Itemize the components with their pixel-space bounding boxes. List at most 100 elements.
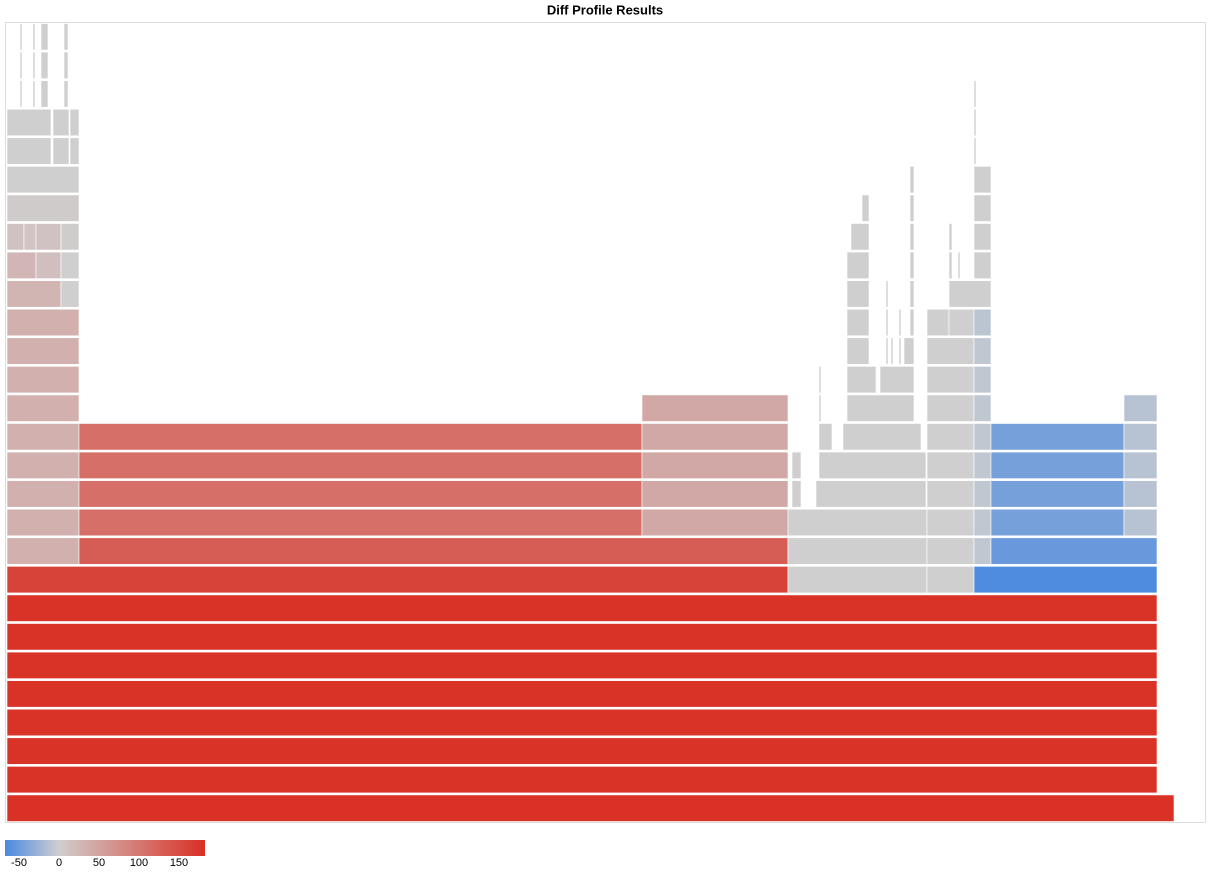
frame [6, 451, 80, 479]
colorbar-tick-label: 100 [130, 857, 148, 869]
frame [23, 223, 37, 251]
frame [641, 451, 789, 479]
frame [6, 251, 37, 279]
frame [909, 280, 915, 308]
frame [909, 223, 915, 251]
colorbar-tick-label: 150 [170, 857, 188, 869]
frame [973, 451, 992, 479]
frame [1123, 451, 1158, 479]
frame [909, 251, 915, 279]
frame [6, 537, 80, 565]
frame [1123, 480, 1158, 508]
frame [78, 423, 643, 451]
frame [78, 480, 643, 508]
frame [787, 508, 928, 537]
frame [885, 337, 889, 365]
frame [909, 308, 915, 337]
frame [973, 394, 992, 422]
frame [973, 537, 992, 565]
frame [6, 566, 789, 594]
frame [60, 223, 80, 251]
frame [846, 366, 877, 394]
frame [69, 108, 80, 137]
frame [6, 594, 1158, 622]
frame [973, 337, 992, 365]
frame [791, 451, 802, 479]
colorbar [5, 840, 205, 856]
frame [818, 423, 833, 451]
frame [818, 451, 927, 479]
frame [973, 508, 992, 537]
frame [898, 337, 902, 365]
frame [78, 508, 643, 537]
frame [641, 508, 789, 537]
frame [990, 451, 1125, 479]
frame [926, 423, 975, 451]
frame [6, 508, 80, 537]
frame [63, 80, 69, 108]
frame [6, 680, 1158, 708]
frame [78, 451, 643, 479]
frame [990, 423, 1125, 451]
frame [898, 308, 902, 337]
frame [52, 137, 70, 165]
frame [909, 166, 915, 194]
frame [60, 251, 80, 279]
frame [6, 737, 1158, 765]
frame [861, 194, 870, 222]
frame [791, 480, 802, 508]
frame [973, 366, 992, 394]
frame [6, 108, 52, 137]
frame [879, 366, 915, 394]
frame [973, 108, 977, 137]
frame [35, 223, 62, 251]
colorbar-tick-label: -50 [11, 857, 27, 869]
frame [818, 394, 822, 422]
frame [885, 280, 889, 308]
frame [63, 23, 69, 51]
frame [846, 280, 870, 308]
frame [1123, 394, 1158, 422]
frame [973, 251, 992, 279]
frame [6, 337, 80, 365]
frame [32, 23, 36, 51]
frame [6, 708, 1158, 737]
frame [973, 194, 992, 222]
frame [885, 308, 889, 337]
frame [973, 137, 977, 165]
frame [40, 51, 49, 79]
frame [973, 308, 992, 337]
frame [926, 308, 950, 337]
frame [990, 480, 1125, 508]
frame [846, 337, 870, 365]
frame [926, 451, 975, 479]
frame [641, 480, 789, 508]
frame [1123, 508, 1158, 537]
frame [6, 194, 80, 222]
frame [78, 537, 789, 565]
frame [973, 566, 1158, 594]
frame [32, 51, 36, 79]
frame [948, 308, 975, 337]
frame [926, 337, 975, 365]
frame [52, 108, 70, 137]
frame [6, 366, 80, 394]
frame [641, 394, 789, 422]
plot-frame [5, 22, 1206, 823]
frame [787, 566, 928, 594]
colorbar-tick-label: 50 [93, 857, 105, 869]
frame [903, 337, 915, 365]
frame [909, 194, 915, 222]
frame [6, 423, 80, 451]
frame [926, 566, 975, 594]
frame [926, 508, 975, 537]
chart-title: Diff Profile Results [547, 2, 663, 17]
frame [6, 651, 1158, 679]
frame [32, 80, 36, 108]
frame [926, 366, 975, 394]
frame [40, 80, 49, 108]
frame [6, 166, 80, 194]
frame [948, 280, 992, 308]
frame [19, 23, 23, 51]
